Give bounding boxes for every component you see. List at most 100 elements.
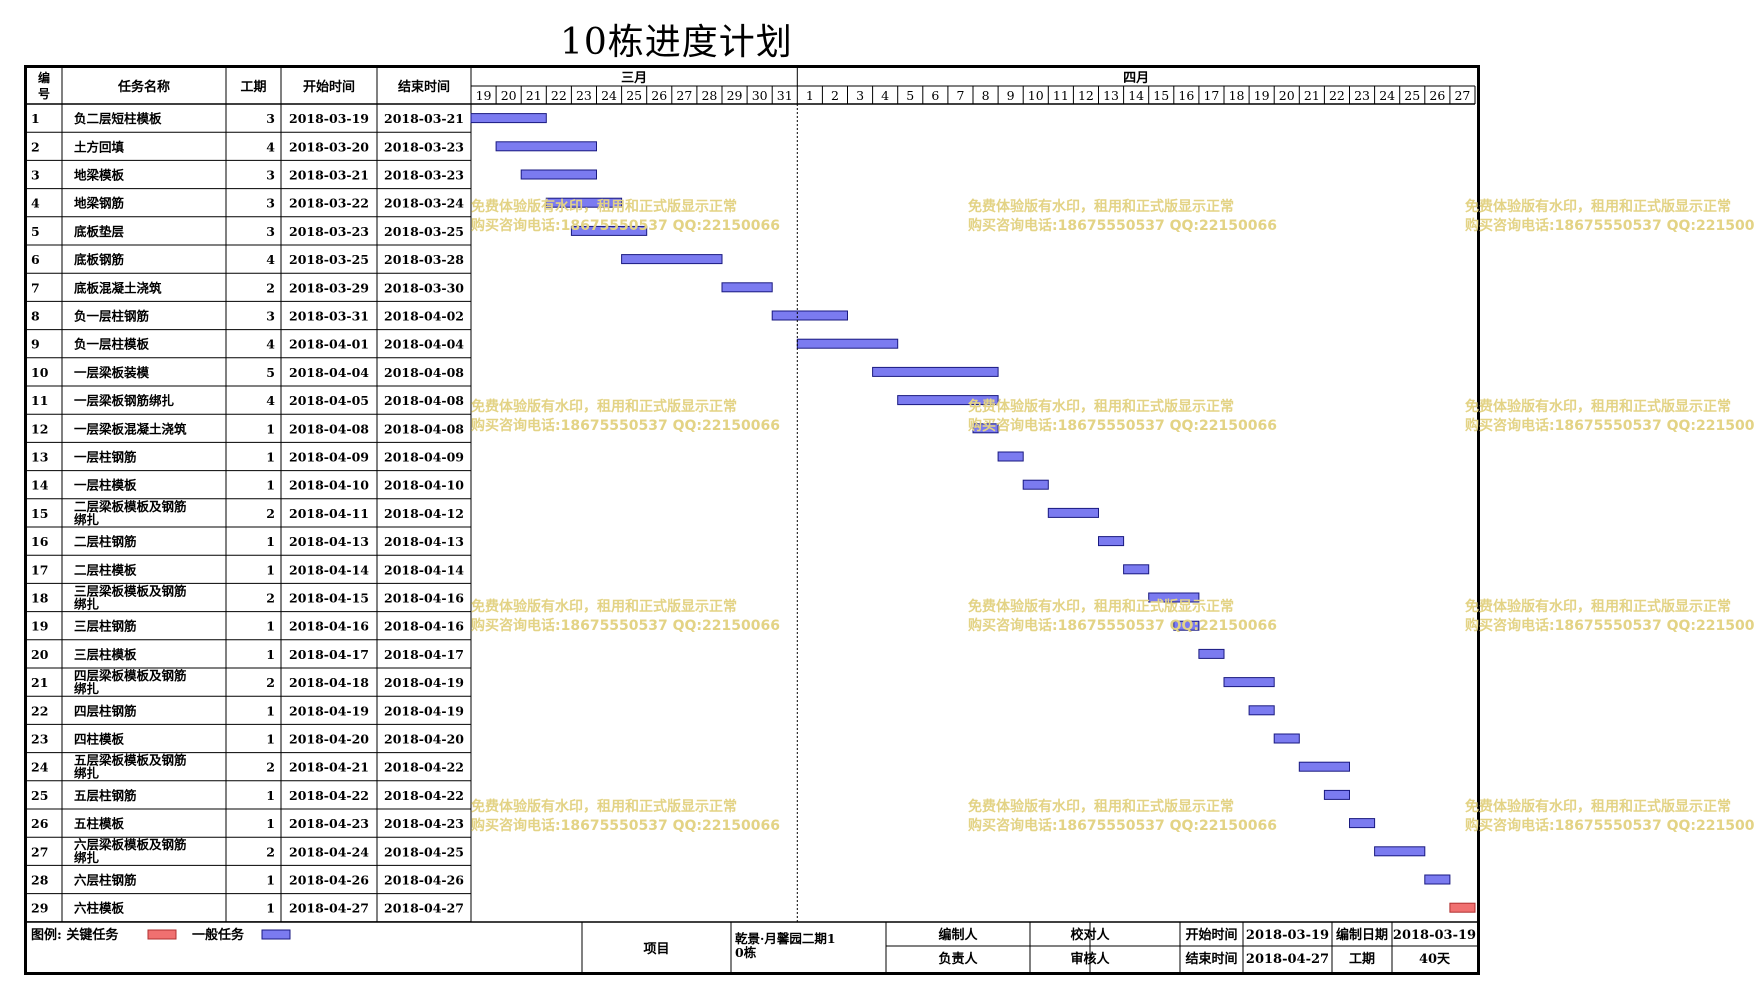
task-end: 2018-04-17 [384,647,464,662]
task-bar [1424,874,1451,885]
task-bar [621,254,723,265]
task-duration: 1 [266,901,275,916]
task-bar [897,395,999,406]
task-start: 2018-04-16 [289,619,369,634]
footer-reviewer-label: 审核人 [1070,951,1110,967]
task-duration: 1 [266,562,275,577]
task-name: 地梁钢筋 [74,196,125,211]
task-duration: 4 [266,139,275,154]
day-label: 22 [1329,88,1345,103]
task-duration: 2 [266,591,275,606]
task-end: 2018-03-21 [384,111,464,126]
task-name: 底板垫层 [74,224,125,239]
task-start: 2018-04-13 [289,534,369,549]
task-name: 四柱模板 [74,732,125,747]
task-bar [1123,564,1150,575]
task-duration: 4 [266,393,275,408]
day-label: 24 [601,88,617,103]
month-label: 四月 [1123,71,1149,86]
day-label: 21 [526,88,542,103]
task-start: 2018-04-15 [289,591,369,606]
task-start: 2018-04-04 [289,365,369,380]
day-label: 21 [1304,88,1320,103]
task-duration: 2 [266,675,275,690]
task-name: 负一层柱模板 [74,337,150,352]
task-bar [1349,818,1376,829]
task-end: 2018-04-16 [384,619,464,634]
task-name: 一层柱钢筋 [74,450,137,465]
task-end: 2018-03-23 [384,168,464,183]
legend-critical-label: 图例: 关键任务 [31,927,119,943]
task-bar [1022,479,1049,490]
task-name: 二层柱模板 [74,562,137,577]
task-id: 29 [31,901,48,916]
task-start: 2018-04-21 [289,760,369,775]
task-start: 2018-04-18 [289,675,369,690]
task-id: 25 [31,788,48,803]
day-label: 9 [1007,88,1015,103]
task-start: 2018-04-01 [289,337,369,352]
task-id: 28 [31,873,49,888]
day-label: 10 [1028,88,1044,103]
task-duration: 1 [266,619,275,634]
task-end: 2018-04-20 [384,732,464,747]
critical-task-bar [1449,902,1476,913]
day-label: 1 [806,88,814,103]
task-name: 绑扎 [74,850,100,865]
task-id: 10 [31,365,49,380]
task-end: 2018-04-02 [384,309,464,324]
task-end: 2018-03-28 [384,252,464,267]
day-label: 8 [982,88,990,103]
task-name: 三层柱模板 [74,647,137,662]
task-duration: 1 [266,534,275,549]
task-duration: 3 [266,168,275,183]
task-duration: 2 [266,506,275,521]
task-bar [1298,761,1351,772]
day-label: 18 [1229,88,1245,103]
task-end: 2018-04-23 [384,816,464,831]
header-start: 开始时间 [303,79,355,95]
day-label: 30 [752,88,768,103]
task-start: 2018-04-05 [289,393,369,408]
task-end: 2018-03-23 [384,139,464,154]
task-end: 2018-04-09 [384,450,464,465]
day-label: 14 [1128,88,1144,103]
task-start: 2018-03-19 [289,111,369,126]
task-bar [972,423,999,434]
header-duration: 工期 [240,80,266,95]
task-duration: 1 [266,816,275,831]
task-end: 2018-04-25 [384,844,464,859]
day-label: 3 [856,88,864,103]
task-start: 2018-03-29 [289,280,369,295]
task-bar [495,141,598,152]
task-duration: 2 [266,760,275,775]
task-duration: 2 [266,280,275,295]
task-bar [997,451,1024,462]
task-name: 绑扎 [74,596,100,611]
task-start: 2018-04-14 [289,562,369,577]
task-start: 2018-04-20 [289,732,369,747]
task-end: 2018-04-10 [384,478,464,493]
day-label: 26 [651,88,667,103]
task-duration: 1 [266,450,275,465]
task-start: 2018-04-22 [289,788,369,803]
footer-checker-label: 校对人 [1070,927,1110,943]
task-bar [1223,677,1275,688]
task-start: 2018-03-22 [289,196,369,211]
task-duration: 3 [266,196,275,211]
task-id: 27 [31,844,48,859]
task-start: 2018-04-11 [289,506,369,521]
task-start: 2018-04-24 [289,844,369,859]
task-name: 绑扎 [74,766,100,781]
day-label: 25 [626,88,642,103]
task-id: 8 [31,309,40,324]
task-name: 四层柱钢筋 [74,703,137,718]
day-label: 15 [1153,88,1169,103]
task-name: 三层柱钢筋 [74,619,137,634]
task-end: 2018-04-08 [384,365,464,380]
task-name: 负二层短柱模板 [74,111,162,126]
legend-critical-swatch [147,929,177,940]
task-id: 16 [31,534,49,549]
task-start: 2018-04-17 [289,647,369,662]
